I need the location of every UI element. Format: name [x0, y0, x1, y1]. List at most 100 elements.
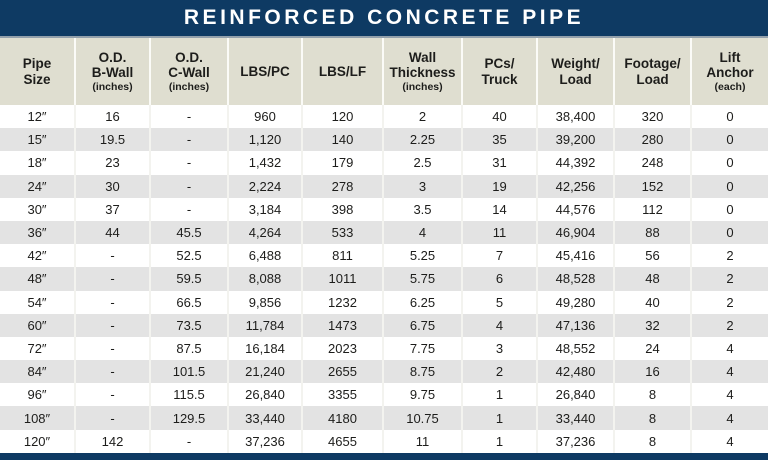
table-cell: 9,856: [227, 290, 302, 314]
pipe-spec-table: Pipe Size O.D. B-Wall (inches) O.D. C-Wa…: [0, 38, 768, 453]
table-cell: 5: [461, 290, 537, 314]
column-header-label: LBS/PC: [240, 63, 290, 79]
table-cell: 398: [301, 197, 383, 221]
table-cell: 7.75: [382, 336, 462, 361]
table-cell: -: [74, 383, 150, 407]
table-cell: 142: [74, 429, 150, 453]
table-cell: 1: [461, 429, 537, 453]
table-cell: 101.5: [149, 360, 228, 384]
table-cell: 1,120: [227, 128, 302, 152]
table-cell: 1232: [301, 290, 383, 314]
column-header-label: Wall Thickness: [389, 49, 456, 80]
table-cell: -: [149, 429, 228, 453]
table-cell: 14: [461, 197, 537, 221]
table-row: 36″ 44 45.5 4,264 533 4 11 46,904 88 0: [0, 220, 768, 245]
table-cell: 48″: [27, 271, 47, 287]
column-header-label: Footage/ Load: [624, 56, 681, 87]
table-cell: 4: [690, 360, 768, 384]
column-header-sub-label: (inches): [402, 80, 443, 93]
table-row: 42″ -52.5 6,488 811 5.25 7 45,416 56 2: [0, 244, 768, 268]
table-cell: 8.75: [382, 360, 462, 384]
table-cell: 87.5: [149, 336, 228, 361]
table-cell: -: [149, 197, 228, 221]
table-cell: 120″: [23, 433, 51, 449]
table-row: 54″ -66.5 9,856 1232 6.25 5 49,280 40 2: [0, 290, 768, 314]
column-header-label: O.D. B-Wall: [91, 49, 134, 80]
table-cell: 4: [690, 383, 768, 407]
table-cell: 37: [74, 197, 150, 221]
table-cell: 15″: [27, 132, 47, 148]
column-header-footage-load: Footage/ Load: [613, 38, 691, 105]
title-bar: REINFORCED CONCRETE PIPE: [0, 0, 768, 38]
column-header-label: Weight/ Load: [551, 56, 600, 87]
table-cell: 11: [382, 429, 462, 453]
table-row: 60″ -73.5 11,784 1473 6.75 4 47,136 32 2: [0, 313, 768, 337]
table-cell: 33,440: [536, 406, 614, 430]
column-header-sub-label: (each): [714, 80, 746, 93]
table-cell: -: [74, 336, 150, 361]
table-cell: 280: [613, 128, 691, 152]
table-cell: 35: [461, 128, 537, 152]
table-cell: 4: [461, 313, 537, 337]
table-cell: 2: [382, 105, 462, 129]
table-cell: 3,184: [227, 197, 302, 221]
table-cell: 49,280: [536, 290, 614, 314]
table-cell: 73.5: [149, 313, 228, 337]
column-header-wall-thickness: Wall Thickness (inches): [382, 38, 462, 105]
table-cell: 152: [613, 174, 691, 198]
table-cell: -: [74, 406, 150, 430]
table-cell: 12″: [27, 109, 47, 125]
table-row: 24″ 30-2,224 278 3 19 42,256 152 0: [0, 174, 768, 198]
column-header-od-b-wall: O.D. B-Wall (inches): [74, 38, 150, 105]
table-cell: 8: [613, 429, 691, 453]
table-row: 15″ 19.5-1,120 140 2.25 35 39,200 280 0: [0, 128, 768, 152]
table-cell: 960: [227, 105, 302, 129]
table-cell: 8: [613, 383, 691, 407]
table-cell: 26,840: [536, 383, 614, 407]
table-cell: 120: [301, 105, 383, 129]
table-row: 96″ -115.5 26,840 3355 9.75 1 26,840 8 4: [0, 383, 768, 407]
table-cell: 4,264: [227, 220, 302, 245]
table-cell: 37,236: [227, 429, 302, 453]
table-cell: 16,184: [227, 336, 302, 361]
table-cell: 11,784: [227, 313, 302, 337]
table-cell: 4: [690, 406, 768, 430]
column-header-lift-anchor: Lift Anchor (each): [690, 38, 768, 105]
column-header-sub-label: (inches): [168, 80, 210, 93]
table-cell: 40: [461, 105, 537, 129]
table-cell: 40: [613, 290, 691, 314]
page-title: REINFORCED CONCRETE PIPE: [183, 6, 585, 29]
table-row: 108″ -129.5 33,440 4180 10.75 1 33,440 8 4: [0, 406, 768, 430]
table-cell: 2: [690, 244, 768, 268]
table-cell: 0: [690, 220, 768, 245]
table-cell: 6.75: [382, 313, 462, 337]
table-cell: 42,256: [536, 174, 614, 198]
table-cell: 2: [690, 267, 768, 291]
table-cell: 11: [461, 220, 537, 245]
table-cell: 4: [382, 220, 462, 245]
bottom-bar: [0, 452, 768, 460]
table-cell: 16: [74, 105, 150, 129]
column-header-label: O.D. C-Wall: [168, 49, 210, 80]
table-cell: 21,240: [227, 360, 302, 384]
table-cell: 60″: [27, 317, 47, 333]
table-cell: 45,416: [536, 244, 614, 268]
table-cell: 0: [690, 174, 768, 198]
table-cell: 26,840: [227, 383, 302, 407]
table-cell: -: [74, 360, 150, 384]
table-cell: 7: [461, 244, 537, 268]
table-cell: 129.5: [149, 406, 228, 430]
table-cell: 0: [690, 105, 768, 129]
table-cell: 6: [461, 267, 537, 291]
table-cell: 31: [461, 151, 537, 175]
table-row: 12″ 16-960 120 2 40 38,400 320 0: [0, 105, 768, 129]
table-cell: 3: [382, 174, 462, 198]
table-row: 30″ 37-3,184 398 3.5 14 44,576 112 0: [0, 197, 768, 221]
table-cell: 0: [690, 151, 768, 175]
table-cell: -: [74, 313, 150, 337]
table-cell: 48,528: [536, 267, 614, 291]
table-cell: 24: [613, 336, 691, 361]
table-cell: 811: [301, 244, 383, 268]
table-cell: 19: [461, 174, 537, 198]
